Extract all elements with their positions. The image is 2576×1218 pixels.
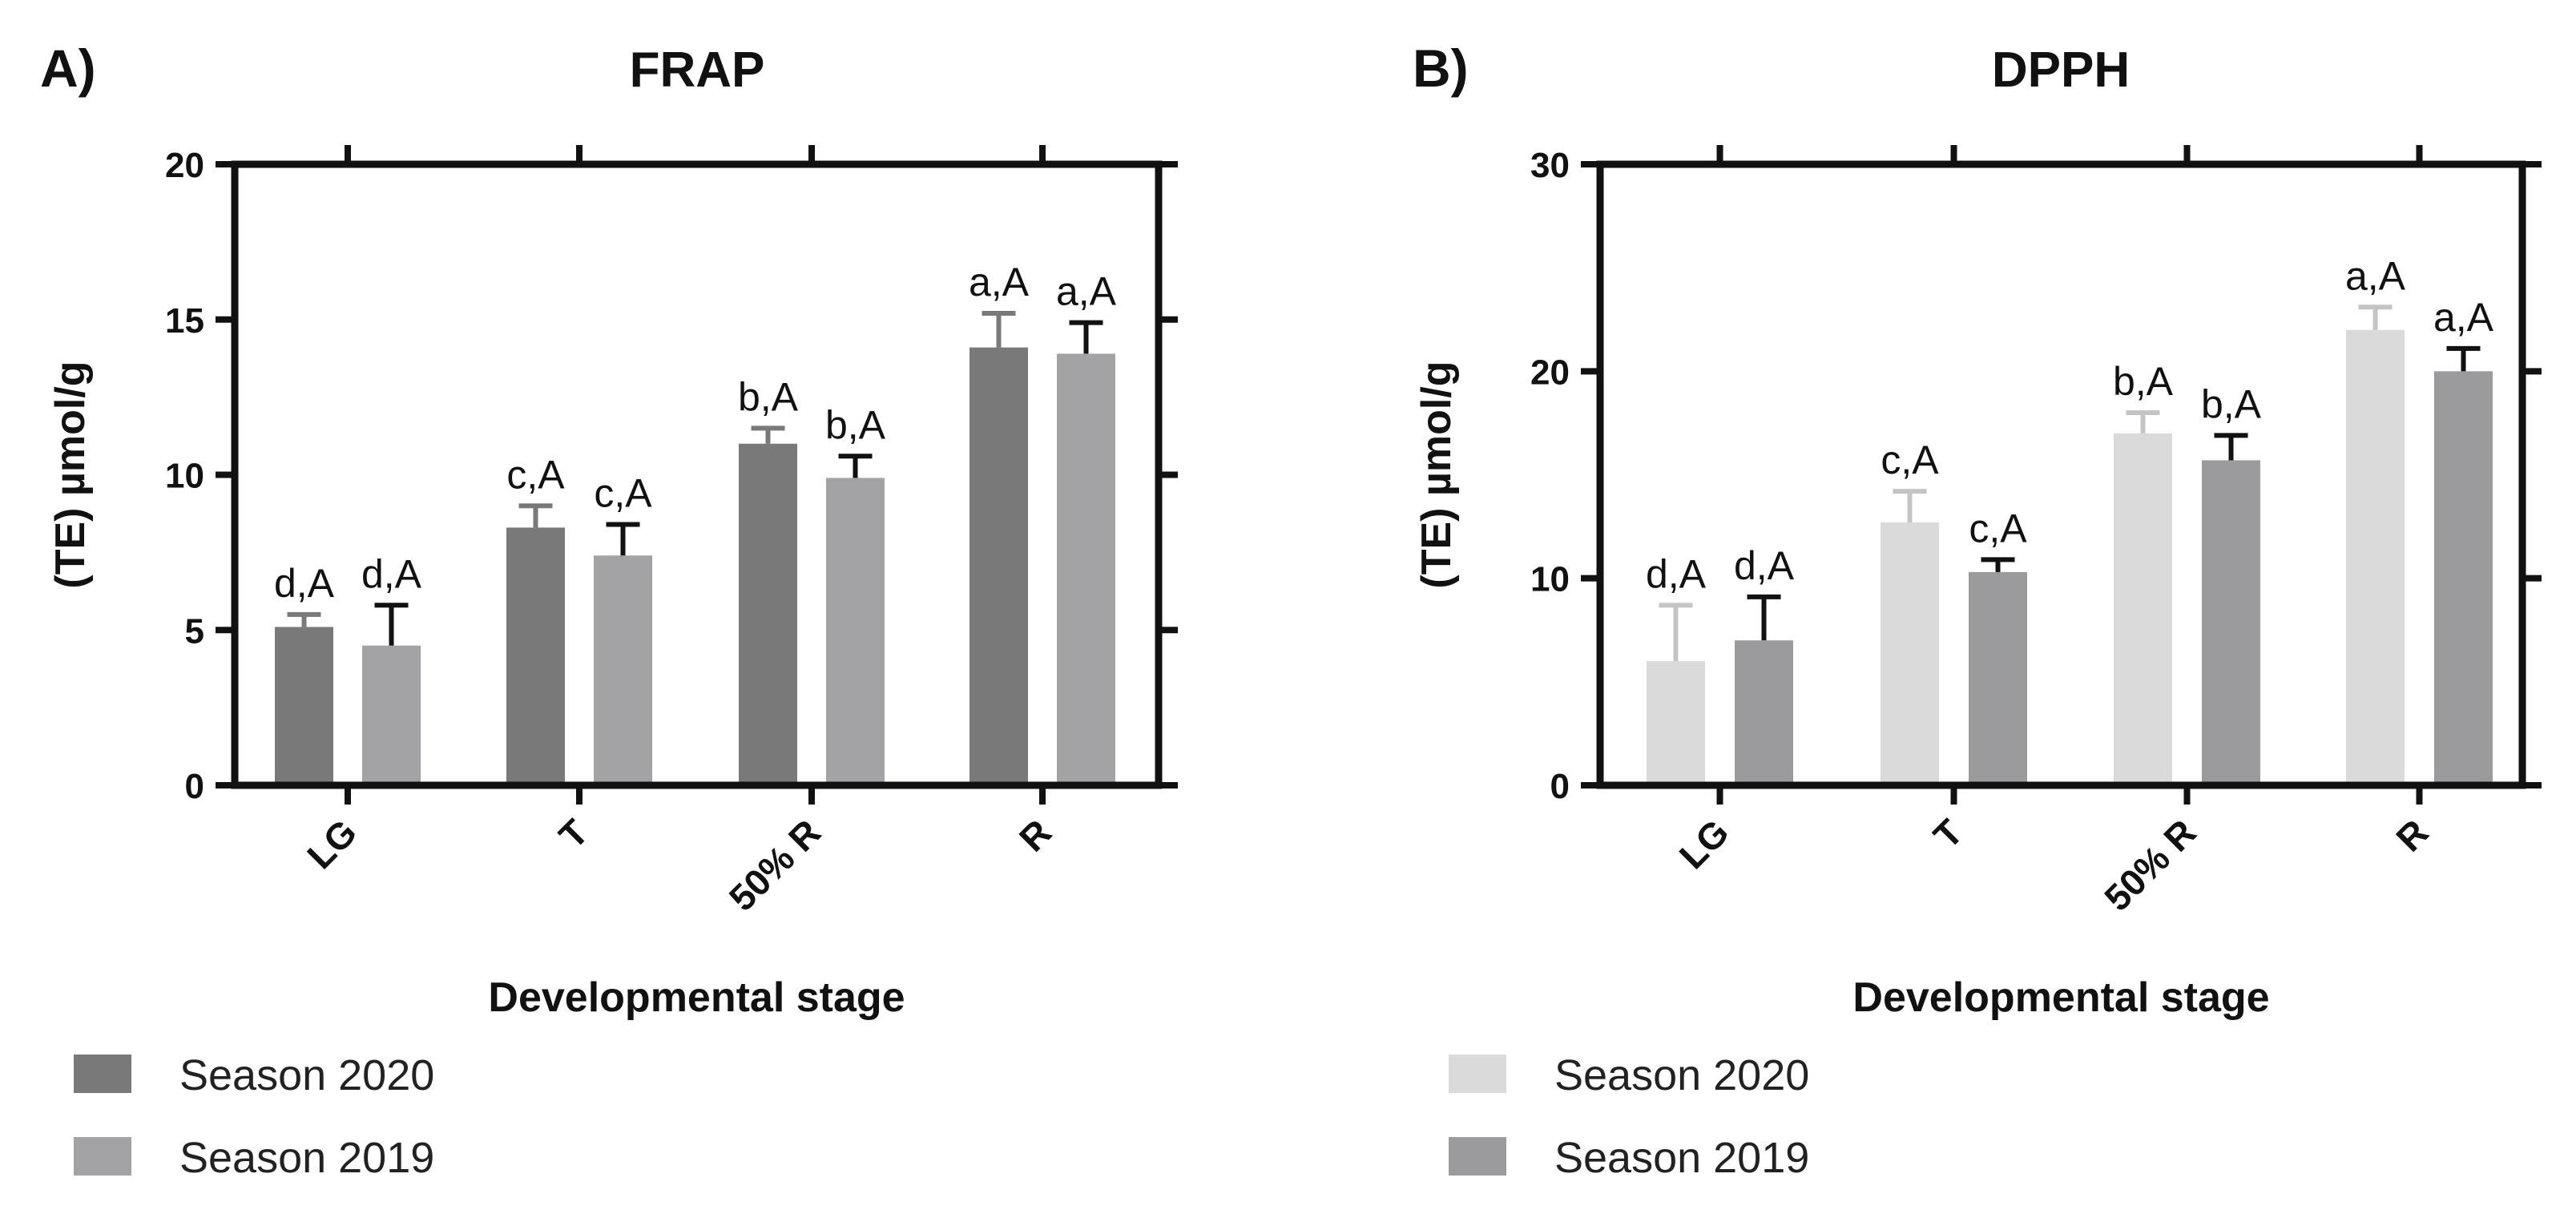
panel2-sig-label-s1-2: c,A — [1881, 438, 1939, 482]
panel2-error-bar-s2-4 — [2446, 345, 2481, 372]
panel1-bar-s2-1 — [362, 645, 421, 785]
panel2-bar-s1-3 — [2114, 433, 2172, 785]
panel2-y-tick-label-2: 10 — [1530, 560, 1570, 599]
panel2-error-bar-s1-4 — [2358, 304, 2393, 330]
panel1-error-bar-s1-1 — [287, 611, 321, 627]
panel2-error-bar-s1-3 — [2126, 410, 2160, 434]
panel1-error-bar-s2-4 — [1069, 320, 1103, 354]
panel2-bar-s1-1 — [1647, 661, 1705, 785]
panel1-bar-s1-2 — [506, 527, 565, 785]
panel1-y-axis-title: (TE) µmol/g — [47, 361, 94, 588]
panel1-sig-label-s1-2: c,A — [506, 452, 565, 497]
panel1-legend-label-2: Season 2019 — [179, 1134, 434, 1182]
panel1-sig-label-s2-2: c,A — [594, 471, 652, 516]
panel1-error-bar-s2-2 — [606, 522, 640, 556]
panel1-error-bar-s2-1 — [374, 603, 409, 646]
panel2-sig-label-s1-1: d,A — [1646, 551, 1707, 596]
panel2-x-tick-label-3: 50% R — [2096, 811, 2203, 918]
panel1-x-axis-title: Developmental stage — [488, 974, 905, 1021]
panel2-sig-label-s1-4: a,A — [2345, 253, 2406, 298]
panel2-error-bar-s2-3 — [2214, 433, 2248, 461]
panel2-error-bar-s2-2 — [1981, 557, 2015, 572]
panel2-bar-s2-1 — [1735, 640, 1793, 785]
panel2-y-tick-label-4: 30 — [1530, 146, 1570, 185]
panel2-bar-s2-3 — [2202, 460, 2260, 785]
panel1-y-tick-label-2: 5 — [185, 611, 204, 651]
panel2-legend-label-1: Season 2020 — [1554, 1051, 1809, 1099]
panel2-y-tick-label-1: 0 — [1550, 767, 1570, 806]
panel2-bar-s2-2 — [1969, 571, 2027, 785]
panel2-error-bar-s1-2 — [1893, 489, 1927, 522]
panel1-x-tick-label-1: LG — [299, 811, 365, 877]
panel2-panel-letter: B) — [1413, 38, 1469, 98]
panel2-legend-label-2: Season 2019 — [1554, 1134, 1809, 1182]
panel1-bar-s2-2 — [594, 555, 652, 785]
panel1-sig-label-s1-4: a,A — [969, 260, 1030, 304]
panel2-x-tick-label-4: R — [2388, 811, 2436, 859]
panel1-panel-letter: A) — [40, 38, 96, 98]
panel2-error-bar-s2-1 — [1747, 594, 1781, 641]
panel1-error-bar-s1-3 — [751, 425, 785, 444]
panel2-y-tick-label-3: 20 — [1530, 353, 1570, 392]
panel2-bar-s1-4 — [2346, 329, 2405, 786]
panel1-sig-label-s2-4: a,A — [1056, 269, 1117, 314]
panel1-y-tick-label-3: 10 — [165, 457, 204, 496]
dpph-panel: B) DPPH d,A c,A b,A a,A d,A c,A b,A a,A 0 10 20 30 LG T… — [1413, 38, 2542, 1182]
panel2-x-tick-label-2: T — [1925, 811, 1971, 857]
panel1-sig-label-s1-1: d,A — [274, 561, 335, 606]
panel2-sig-label-s2-4: a,A — [2433, 295, 2494, 340]
panel2-x-axis-title: Developmental stage — [1852, 974, 2269, 1021]
panel1-legend-label-1: Season 2020 — [179, 1051, 434, 1099]
panel2-sig-label-s2-1: d,A — [1734, 543, 1795, 588]
panel1-error-bar-s1-4 — [982, 311, 1016, 348]
panel1-legend-swatch-2 — [74, 1137, 131, 1176]
panel2-error-bar-s1-1 — [1659, 603, 1693, 661]
panel2-chart-title: DPPH — [1992, 42, 2130, 98]
panel1-error-bar-s2-3 — [838, 454, 873, 478]
panel1-error-bar-s1-2 — [518, 503, 553, 528]
panel1-sig-label-s1-3: b,A — [738, 374, 799, 419]
panel2-sig-label-s2-3: b,A — [2201, 381, 2262, 426]
panel1-bar-s1-1 — [275, 627, 333, 785]
panel2-sig-label-s2-2: c,A — [1969, 506, 2027, 551]
panel1-y-tick-label-5: 20 — [165, 146, 204, 185]
panel1-sig-label-s2-1: d,A — [361, 551, 422, 596]
panel1-legend-swatch-1 — [74, 1055, 131, 1093]
panel1-bar-s2-3 — [826, 478, 885, 785]
panel1-y-tick-label-1: 0 — [185, 767, 204, 806]
panel1-x-tick-label-4: R — [1011, 811, 1059, 859]
panel1-chart-title: FRAP — [630, 42, 765, 98]
panel2-x-tick-label-1: LG — [1671, 811, 1737, 877]
panel1-bar-s1-4 — [970, 347, 1028, 785]
panel1-x-tick-label-2: T — [550, 811, 596, 857]
panel2-axes-frame — [1596, 160, 2526, 789]
panel2-bar-s1-2 — [1881, 522, 1939, 785]
panel1-x-tick-label-3: 50% R — [721, 811, 828, 918]
panel1-bar-s2-4 — [1057, 353, 1115, 785]
panel1-y-tick-label-4: 15 — [165, 301, 204, 341]
frap-panel: A) FRAP d,A c,A b,A a,A d,A c,A b,A a,A 0 5 10 15 20 LG… — [40, 38, 1178, 1182]
panel2-sig-label-s1-3: b,A — [2113, 359, 2174, 404]
panel2-y-axis-title: (TE) µmol/g — [1413, 361, 1460, 588]
panel2-bar-s2-4 — [2434, 371, 2493, 785]
panel1-sig-label-s2-3: b,A — [825, 402, 886, 447]
panel1-bar-s1-3 — [739, 443, 797, 785]
panel2-legend-swatch-1 — [1449, 1055, 1506, 1093]
panel2-legend-swatch-2 — [1449, 1137, 1506, 1176]
